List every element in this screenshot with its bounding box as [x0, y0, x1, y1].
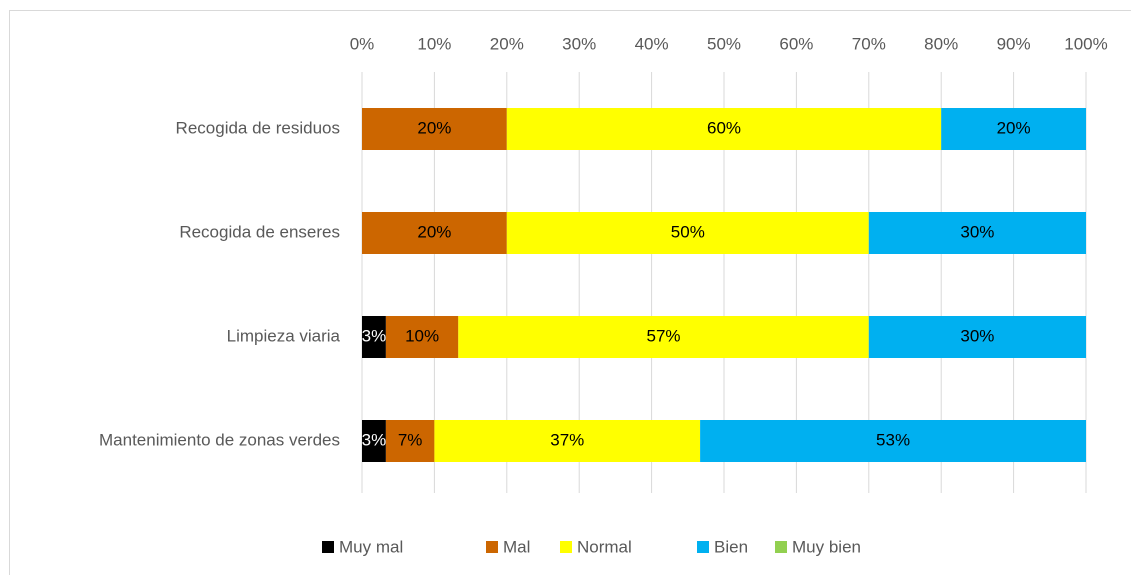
- bar-segment: [868, 212, 1086, 254]
- data-label: 30%: [960, 222, 994, 241]
- data-label: 37%: [550, 430, 584, 449]
- y-tick-label: Recogida de enseres: [179, 222, 340, 241]
- x-tick-label: 60%: [779, 34, 813, 53]
- bar-segment: [362, 420, 386, 462]
- data-label: 7%: [398, 430, 423, 449]
- data-label: 20%: [997, 118, 1031, 137]
- legend-label: Muy mal: [339, 537, 403, 556]
- x-tick-label: 90%: [997, 34, 1031, 53]
- y-tick-label: Limpieza viaria: [227, 326, 341, 345]
- legend-label: Normal: [577, 537, 632, 556]
- x-tick-label: 30%: [562, 34, 596, 53]
- y-tick-label: Recogida de residuos: [176, 118, 340, 137]
- legend-label: Mal: [503, 537, 530, 556]
- bar-segment: [362, 316, 386, 358]
- data-label: 50%: [671, 222, 705, 241]
- data-label: 30%: [960, 326, 994, 345]
- data-label: 53%: [876, 430, 910, 449]
- bar-segment: [385, 316, 459, 358]
- bar-segment: [458, 316, 869, 358]
- legend-label: Muy bien: [792, 537, 861, 556]
- x-tick-label: 40%: [635, 34, 669, 53]
- legend-swatch: [322, 541, 334, 553]
- data-label: 3%: [362, 326, 387, 345]
- x-tick-label: 10%: [417, 34, 451, 53]
- bar-segment: [700, 420, 1086, 462]
- chart-frame: [9, 10, 1131, 575]
- y-tick-label: Mantenimiento de zonas verdes: [99, 430, 340, 449]
- x-tick-label: 70%: [852, 34, 886, 53]
- legend-swatch: [775, 541, 787, 553]
- legend-swatch: [486, 541, 498, 553]
- x-tick-label: 20%: [490, 34, 524, 53]
- bar-segment: [385, 420, 435, 462]
- x-tick-label: 100%: [1064, 34, 1107, 53]
- bar-segment: [868, 316, 1086, 358]
- bar-segment: [941, 108, 1086, 150]
- bar-segment: [362, 108, 507, 150]
- bar-segment: [362, 212, 507, 254]
- legend-label: Bien: [714, 537, 748, 556]
- x-tick-label: 0%: [350, 34, 375, 53]
- bar-segment: [506, 108, 942, 150]
- data-label: 20%: [417, 222, 451, 241]
- legend-swatch: [697, 541, 709, 553]
- bar-segment: [506, 212, 869, 254]
- data-label: 60%: [707, 118, 741, 137]
- legend-swatch: [560, 541, 572, 553]
- x-tick-label: 80%: [924, 34, 958, 53]
- data-label: 57%: [647, 326, 681, 345]
- x-tick-label: 50%: [707, 34, 741, 53]
- bar-segment: [434, 420, 701, 462]
- data-label: 20%: [417, 118, 451, 137]
- data-label: 10%: [405, 326, 439, 345]
- data-label: 3%: [362, 430, 387, 449]
